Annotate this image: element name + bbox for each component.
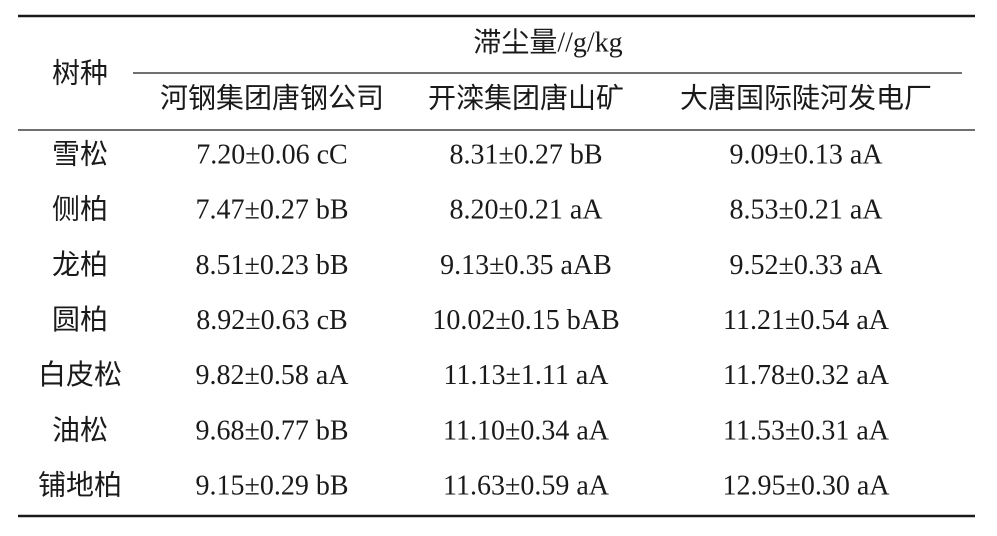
group-header: 滞尘量//g/kg	[473, 26, 622, 58]
cell: 9.68±0.77 bB	[195, 415, 348, 446]
column-header: 大唐国际陡河发电厂	[680, 82, 932, 114]
corner-header: 树种	[52, 57, 108, 89]
cell: 11.78±0.32 aA	[723, 360, 890, 391]
cell: 11.10±0.34 aA	[443, 415, 610, 446]
cell: 8.92±0.63 cB	[196, 305, 347, 336]
row-header: 白皮松	[38, 359, 122, 391]
cell: 8.20±0.21 aA	[449, 195, 603, 226]
cell: 12.95±0.30 aA	[722, 471, 890, 502]
row-header: 圆柏	[52, 304, 108, 336]
cell: 10.02±0.15 bAB	[432, 305, 619, 336]
cell: 8.51±0.23 bB	[195, 250, 348, 281]
cell: 9.09±0.13 aA	[729, 139, 883, 170]
cell: 11.21±0.54 aA	[723, 305, 890, 336]
column-header: 开滦集团唐山矿	[428, 82, 624, 114]
cell: 11.63±0.59 aA	[443, 471, 610, 502]
cell: 9.82±0.58 aA	[195, 360, 349, 391]
cell: 9.15±0.29 bB	[195, 471, 348, 502]
row-header: 龙柏	[52, 249, 108, 281]
cell: 9.13±0.35 aAB	[440, 250, 612, 281]
cell: 7.47±0.27 bB	[195, 195, 348, 226]
cell: 11.53±0.31 aA	[723, 415, 890, 446]
cell: 8.53±0.21 aA	[729, 195, 883, 226]
column-header: 河钢集团唐钢公司	[160, 82, 384, 114]
row-header: 油松	[52, 414, 108, 446]
row-header: 侧柏	[52, 194, 108, 226]
cell: 8.31±0.27 bB	[449, 139, 602, 170]
cell: 9.52±0.33 aA	[729, 250, 883, 281]
cell: 7.20±0.06 cC	[196, 139, 347, 170]
row-header: 铺地柏	[38, 470, 122, 502]
row-header: 雪松	[52, 138, 108, 170]
cell: 11.13±1.11 aA	[444, 360, 610, 391]
